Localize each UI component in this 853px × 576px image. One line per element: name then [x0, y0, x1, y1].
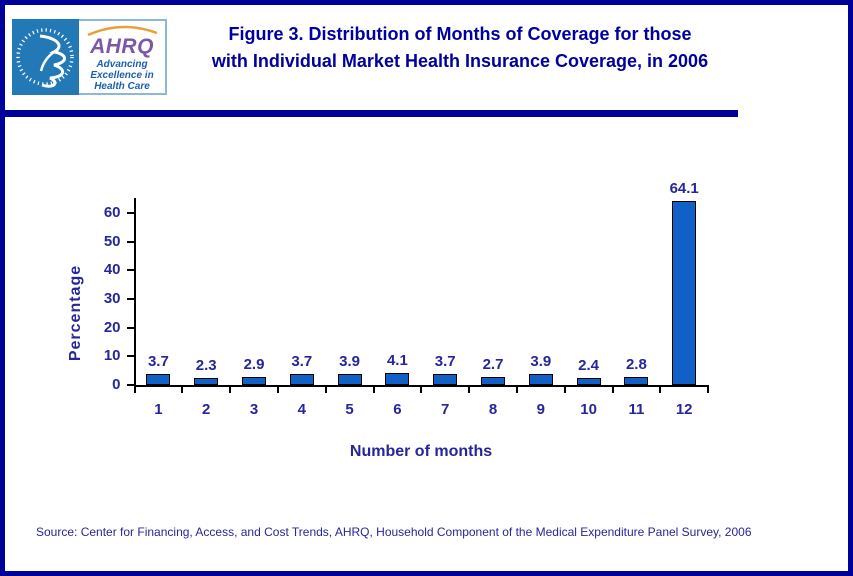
- source-note: Source: Center for Financing, Access, an…: [36, 525, 752, 539]
- x-category-label: 9: [536, 401, 545, 418]
- ahrq-wordmark: AHRQ: [90, 35, 154, 58]
- x-tick: [133, 385, 136, 393]
- bar: [528, 373, 553, 385]
- x-category-label: 7: [441, 401, 450, 418]
- y-tick-label: 50: [103, 232, 121, 250]
- bar-value-label: 3.7: [291, 353, 313, 371]
- hhs-seal-icon: [12, 19, 79, 95]
- bar: [242, 376, 266, 385]
- tagline-line-3: Health Care: [94, 81, 150, 92]
- x-category-label: 12: [675, 401, 693, 418]
- y-tick-label: 40: [103, 261, 121, 279]
- bar: [624, 376, 649, 385]
- y-tick: [126, 269, 135, 272]
- y-tick: [126, 240, 135, 243]
- y-tick-label: 60: [103, 204, 121, 221]
- x-category-label: 4: [297, 401, 306, 418]
- ahrq-logo-box: AHRQ Advancing Excellence in Health Care: [79, 19, 167, 95]
- figure-title-line2: with Individual Market Health Insurance …: [211, 51, 709, 71]
- y-tick-label: 0: [112, 376, 121, 393]
- header-divider: [0, 110, 738, 117]
- bar: [289, 374, 314, 385]
- x-tick: [372, 385, 375, 393]
- bar-value-label: 2.8: [625, 355, 647, 373]
- ahrq-logo: AHRQ Advancing Excellence in Health Care: [12, 19, 167, 95]
- y-tick-label: 10: [103, 347, 121, 365]
- y-tick: [126, 384, 135, 386]
- x-tick: [611, 385, 614, 393]
- tagline-line-1: Advancing: [96, 59, 148, 70]
- x-tick: [229, 385, 232, 393]
- x-tick: [420, 385, 423, 393]
- x-category-label: 1: [154, 401, 163, 418]
- x-axis-title: Number of months: [349, 443, 493, 460]
- bar: [385, 373, 410, 385]
- x-category-label: 10: [580, 401, 597, 418]
- x-category-label: 3: [249, 401, 259, 418]
- x-tick: [659, 385, 662, 393]
- tagline-line-2: Excellence in: [90, 70, 154, 81]
- ahrq-tagline: Advancing Excellence in Health Care: [90, 59, 153, 92]
- x-category-label: 5: [345, 401, 354, 418]
- x-category-label: 8: [488, 401, 498, 418]
- y-tick-label: 30: [103, 290, 121, 307]
- x-category-label: 11: [628, 401, 645, 418]
- bar: [146, 374, 171, 385]
- y-tick: [126, 212, 135, 214]
- bar: [337, 373, 362, 385]
- bar-value-label: 3.7: [147, 353, 169, 371]
- x-tick: [468, 385, 471, 393]
- y-tick: [126, 355, 135, 358]
- bar-value-label: 2.7: [482, 356, 504, 374]
- x-category-label: 6: [393, 401, 402, 418]
- y-tick: [126, 326, 135, 329]
- y-axis-line: [133, 198, 136, 387]
- x-tick: [324, 385, 327, 393]
- bar-value-label: 64.1: [669, 180, 699, 198]
- x-tick: [707, 385, 710, 393]
- bar: [481, 377, 505, 385]
- y-tick-label: 20: [103, 318, 121, 336]
- x-tick: [181, 385, 184, 393]
- bar: [194, 378, 219, 385]
- bar: [576, 378, 601, 385]
- bar: [672, 201, 697, 385]
- bar-value-label: 3.7: [434, 353, 456, 371]
- x-tick: [515, 385, 518, 393]
- x-tick: [276, 385, 279, 393]
- figure-title-line1: Figure 3. Distribution of Months of Cove…: [228, 24, 692, 44]
- figure-title: Figure 3. Distribution of Months of Cove…: [172, 21, 748, 75]
- bar-value-label: 3.9: [339, 352, 361, 370]
- bar-value-label: 2.3: [195, 357, 217, 375]
- ahrq-swoosh-icon: [87, 25, 158, 36]
- bar-value-label: 3.9: [530, 352, 552, 370]
- bar-value-label: 2.4: [578, 357, 600, 375]
- bar-value-label: 4.1: [386, 352, 408, 370]
- bar-value-label: 2.9: [243, 355, 265, 373]
- x-tick: [563, 385, 566, 393]
- bar: [433, 374, 458, 385]
- y-tick: [126, 298, 135, 300]
- x-category-label: 2: [202, 401, 211, 418]
